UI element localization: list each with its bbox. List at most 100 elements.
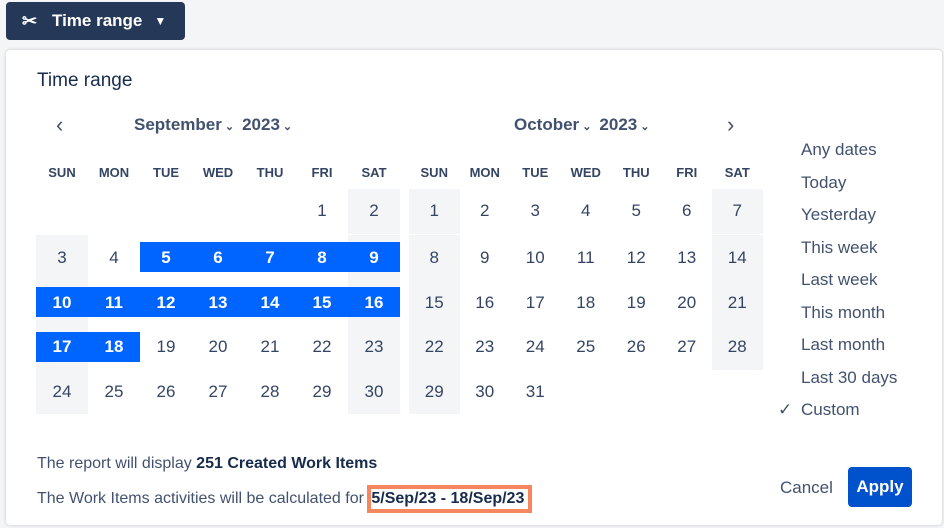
weekday-header: FRI xyxy=(676,165,698,180)
calendar-day[interactable]: 27 xyxy=(208,381,228,401)
calendar-day[interactable]: 16 xyxy=(364,292,384,312)
calendar-day[interactable]: 26 xyxy=(156,381,176,401)
preset-list: Any dates Today Yesterday This week Last wee… xyxy=(778,134,897,427)
calendar-day[interactable]: 22 xyxy=(424,337,444,356)
weekend-shade xyxy=(409,235,460,281)
calendar-day[interactable]: 4 xyxy=(109,247,119,267)
calendar-day[interactable]: 26 xyxy=(626,337,646,356)
right-year-select[interactable]: 2023 ⌄ xyxy=(599,115,657,134)
calendar-day[interactable]: 18 xyxy=(576,292,596,312)
preset-option[interactable]: Any dates xyxy=(801,134,897,167)
chevron-down-icon: ▼ xyxy=(154,14,167,28)
preset-option[interactable]: Last week xyxy=(801,264,897,297)
calendar-day[interactable]: 8 xyxy=(317,247,327,267)
calendar-day[interactable]: 7 xyxy=(732,201,742,220)
apply-button[interactable]: Apply xyxy=(848,467,912,507)
preset-label: This week xyxy=(801,237,878,257)
calendar-day[interactable]: 28 xyxy=(727,337,747,356)
calendar-day[interactable]: 20 xyxy=(208,337,228,356)
left-month-select[interactable]: September ⌄ xyxy=(134,115,242,134)
calendar-day[interactable]: 5 xyxy=(161,247,171,267)
calendar-day[interactable]: 15 xyxy=(424,292,444,312)
work-item-count: 251 xyxy=(196,455,223,472)
calendar-day[interactable]: 15 xyxy=(312,292,332,312)
calendar-day[interactable]: 4 xyxy=(581,201,591,220)
calendar-day[interactable]: 14 xyxy=(260,292,280,312)
calendar-day[interactable]: 7 xyxy=(265,247,275,267)
calendar-day[interactable]: 13 xyxy=(677,247,697,267)
weekday-header: FRI xyxy=(311,165,333,180)
preset-option[interactable]: Yesterday xyxy=(801,199,897,232)
preset-label: Yesterday xyxy=(801,205,876,225)
calendar-day[interactable]: 12 xyxy=(156,292,176,312)
calendar-day[interactable]: 21 xyxy=(260,337,280,356)
selected-range-bar xyxy=(36,287,400,317)
calendar-day[interactable]: 25 xyxy=(104,381,124,401)
cancel-button[interactable]: Cancel xyxy=(780,478,833,497)
calendar-day[interactable]: 25 xyxy=(576,337,596,356)
calendar-day[interactable]: 9 xyxy=(369,247,379,267)
preset-option[interactable]: This week xyxy=(801,232,897,265)
calendar-day[interactable]: 28 xyxy=(260,381,280,401)
weekday-header: MON xyxy=(98,165,130,180)
preset-option[interactable]: This month xyxy=(801,297,897,330)
preset-option[interactable]: Last month xyxy=(801,329,897,362)
calendar-day[interactable]: 24 xyxy=(525,337,545,356)
calendar-day[interactable]: 14 xyxy=(727,247,747,267)
calendar-day[interactable]: 21 xyxy=(727,292,747,312)
left-year-select[interactable]: 2023 ⌄ xyxy=(242,115,300,134)
calendar-day[interactable]: 9 xyxy=(480,247,490,267)
calendar-day[interactable]: 20 xyxy=(677,292,697,312)
calendar-day[interactable]: 30 xyxy=(364,381,384,401)
calendar-day[interactable]: 31 xyxy=(525,381,545,401)
chevron-down-icon: ⌄ xyxy=(640,121,650,133)
calendar-day[interactable]: 2 xyxy=(369,201,379,220)
calendar-day[interactable]: 23 xyxy=(475,337,495,356)
year-label: 2023 xyxy=(242,115,280,134)
calendar-day[interactable]: 3 xyxy=(530,201,540,220)
weekday-header: TUE xyxy=(153,165,179,180)
calendar-day[interactable]: 17 xyxy=(525,292,545,312)
calendar-day[interactable]: 23 xyxy=(364,337,384,356)
calendar-day[interactable]: 2 xyxy=(480,201,490,220)
calendar-day[interactable]: 3 xyxy=(57,247,67,267)
calendar-day[interactable]: 29 xyxy=(312,381,332,401)
calendar-day[interactable]: 13 xyxy=(208,292,228,312)
month-label: September xyxy=(134,115,222,134)
next-month-button[interactable]: › xyxy=(727,112,735,137)
calendar-day[interactable]: 6 xyxy=(682,201,692,220)
calendar-day[interactable]: 8 xyxy=(429,247,439,267)
calendar-day[interactable]: 19 xyxy=(626,292,646,312)
preset-option[interactable]: Last 30 days xyxy=(801,362,897,395)
calendar-day[interactable]: 16 xyxy=(475,292,495,312)
previous-month-button[interactable]: ‹ xyxy=(56,112,64,137)
preset-option[interactable]: ✓ Custom xyxy=(778,394,897,427)
weekday-header: THU xyxy=(622,165,650,180)
chevron-down-icon: ⌄ xyxy=(224,121,235,133)
calendar-day[interactable]: 17 xyxy=(52,337,72,356)
weekday-header: MON xyxy=(469,165,500,180)
calendar-day[interactable]: 10 xyxy=(52,292,72,312)
calendar-day[interactable]: 19 xyxy=(156,337,176,356)
calendar-day[interactable]: 1 xyxy=(317,201,327,220)
calendar-day[interactable]: 6 xyxy=(213,247,223,267)
calendar-day[interactable]: 5 xyxy=(631,201,641,220)
calendar-day[interactable]: 27 xyxy=(677,337,697,356)
calendar-day[interactable]: 30 xyxy=(475,381,495,401)
calendar-day[interactable]: 11 xyxy=(105,292,123,312)
calendar-day[interactable]: 12 xyxy=(626,247,646,267)
calendar-day[interactable]: 18 xyxy=(104,337,124,356)
calendar-day[interactable]: 10 xyxy=(525,247,545,267)
weekday-header: SAT xyxy=(724,165,750,180)
time-range-dropdown-button[interactable]: ✂ Time range ▼ xyxy=(6,2,185,40)
chevron-down-icon: ⌄ xyxy=(582,121,592,133)
right-month-select[interactable]: October ⌄ xyxy=(514,115,599,134)
selected-range-bar xyxy=(140,242,400,272)
calendar-day[interactable]: 24 xyxy=(52,381,72,401)
calendar-day[interactable]: 22 xyxy=(312,337,332,356)
calendar-day[interactable]: 1 xyxy=(429,201,439,220)
preset-option[interactable]: Today xyxy=(801,167,897,200)
calendar-day[interactable]: 29 xyxy=(424,381,444,401)
calendar-day[interactable]: 11 xyxy=(576,247,595,267)
weekday-header: TUE xyxy=(522,165,549,180)
